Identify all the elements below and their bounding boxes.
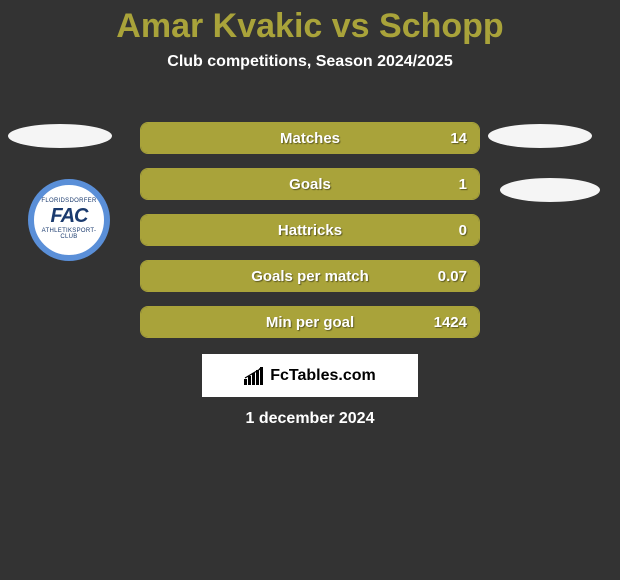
stat-row: Goals per match0.07	[140, 260, 480, 292]
stat-row: Goals1	[140, 168, 480, 200]
stat-label: Goals per match	[141, 261, 479, 292]
stat-value: 0	[459, 215, 467, 246]
club-badge-top-text: FLORIDSDORFER	[41, 198, 96, 204]
stat-label: Goals	[141, 169, 479, 200]
player-right-placeholder-top	[488, 124, 592, 148]
stat-row: Hattricks0	[140, 214, 480, 246]
stat-value: 1	[459, 169, 467, 200]
stat-value: 1424	[434, 307, 467, 338]
club-badge-main-text: FAC	[51, 206, 88, 226]
stat-label: Matches	[141, 123, 479, 154]
club-badge-bottom-text: ATHLETIKSPORT-CLUB	[34, 228, 104, 240]
comparison-subtitle: Club competitions, Season 2024/2025	[0, 53, 620, 71]
stat-value: 0.07	[438, 261, 467, 292]
club-badge: FLORIDSDORFER FAC ATHLETIKSPORT-CLUB	[28, 179, 110, 261]
stat-label: Min per goal	[141, 307, 479, 338]
player-left-placeholder	[8, 124, 112, 148]
source-text: FcTables.com	[270, 367, 376, 385]
stat-value: 14	[450, 123, 467, 154]
stats-container: Matches14 Goals1 Hattricks0 Goals per match…	[140, 122, 480, 352]
player-right-placeholder-bottom	[500, 178, 600, 202]
stat-row: Min per goal1424	[140, 306, 480, 338]
source-attribution: FcTables.com	[202, 354, 418, 397]
comparison-title: Amar Kvakic vs Schopp	[0, 0, 620, 45]
snapshot-date: 1 december 2024	[0, 410, 620, 428]
stat-row: Matches14	[140, 122, 480, 154]
stat-label: Hattricks	[141, 215, 479, 246]
bar-chart-icon	[244, 367, 266, 385]
